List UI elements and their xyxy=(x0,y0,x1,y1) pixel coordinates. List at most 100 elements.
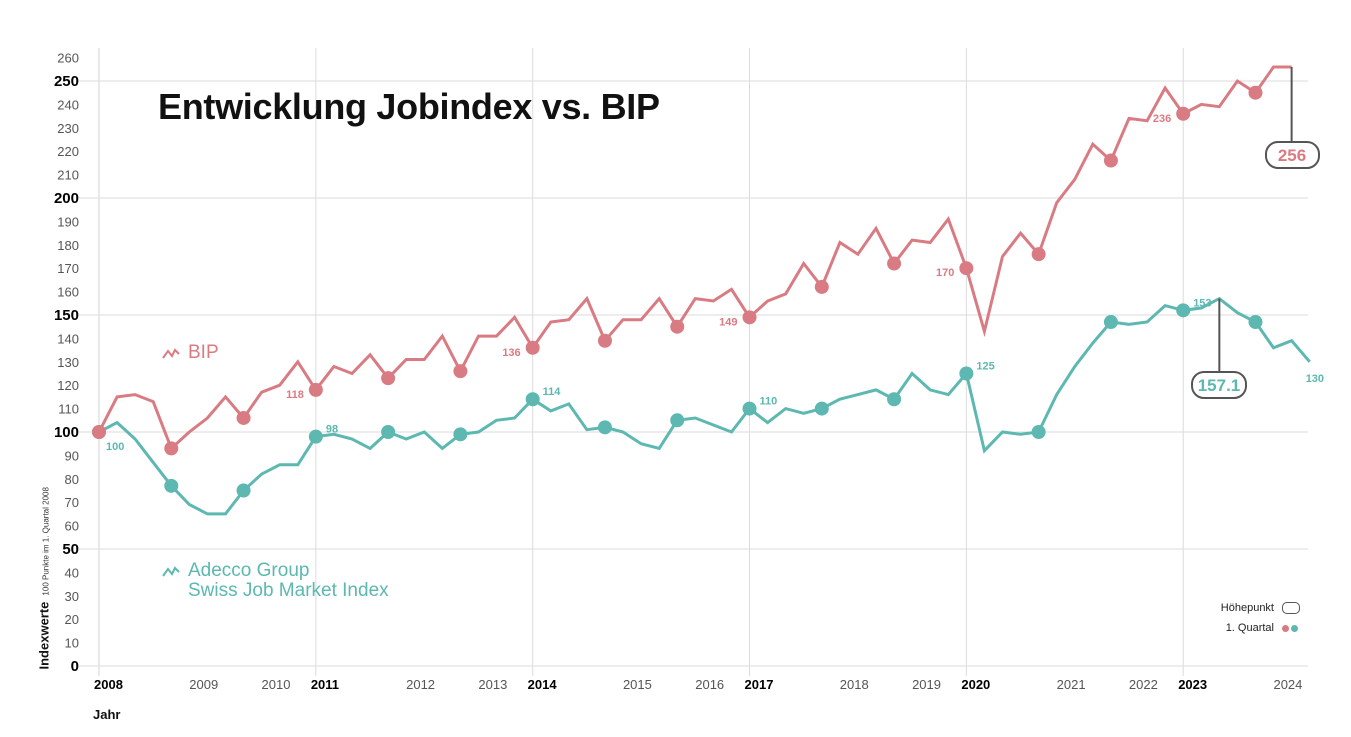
y-tick-label: 220 xyxy=(57,144,79,159)
y-tick-label: 200 xyxy=(54,190,79,207)
y-axis-label: Indexwerte 100 Punkte im 1. Quartal 2008 xyxy=(36,470,52,670)
y-tick-label: 60 xyxy=(65,519,79,534)
data-label: 114 xyxy=(543,386,562,398)
peak-callouts: 256 157.1 xyxy=(1191,66,1320,399)
y-tick-label: 250 xyxy=(54,73,79,90)
data-label: 236 xyxy=(1153,113,1171,125)
chart-title: Entwicklung Jobindex vs. BIP xyxy=(158,86,660,127)
adecco-q1-dot xyxy=(887,392,902,407)
bip-q1-dot xyxy=(381,371,396,386)
x-axis-ticks: 2008 2009 2010 2011 2012 2013 2014 2015 2016 2017… xyxy=(94,677,1302,692)
adecco-q1-dot xyxy=(236,483,251,498)
y-tick-label: 170 xyxy=(57,261,79,276)
adecco-q1-dot xyxy=(1103,315,1118,330)
bip-line xyxy=(97,65,1292,451)
bip-q1-dot xyxy=(670,319,685,334)
y-tick-label: 70 xyxy=(65,495,79,510)
x-tick-label: 2021 xyxy=(1057,677,1086,692)
legend-adecco-line1: Adecco Group xyxy=(188,560,310,581)
data-label: 130 xyxy=(1306,373,1324,385)
line-chart-icon xyxy=(162,348,180,359)
key-peak: Höhepunkt xyxy=(1180,598,1300,618)
y-tick-label: 130 xyxy=(57,355,79,370)
adecco-q1-dot xyxy=(742,401,757,416)
x-tick-label: 2014 xyxy=(528,677,558,692)
x-axis-title: Jahr xyxy=(93,707,121,722)
x-tick-label: 2017 xyxy=(745,677,774,692)
q1-dots-icon xyxy=(1282,624,1300,632)
adecco-q1-dot xyxy=(164,478,179,493)
adecco-line xyxy=(98,296,1311,516)
data-label: 125 xyxy=(976,361,994,373)
x-tick-label: 2018 xyxy=(840,677,869,692)
bip-q1-dot xyxy=(814,279,829,294)
key-q1-label: 1. Quartal xyxy=(1225,622,1274,634)
y-tick-label: 20 xyxy=(65,612,79,627)
data-labels: 10011813614917023610098114110125153130 xyxy=(106,113,1324,453)
bip-q1-dot xyxy=(164,441,179,456)
data-label: 100 xyxy=(106,441,124,453)
y-tick-label: 230 xyxy=(57,121,79,136)
x-tick-label: 2012 xyxy=(406,677,435,692)
q1-dots xyxy=(92,85,1263,498)
peak-pill xyxy=(1191,371,1247,399)
y-tick-label: 180 xyxy=(57,238,79,253)
y-tick-label: 40 xyxy=(65,565,79,580)
y-axis-title: Indexwerte xyxy=(36,601,52,670)
x-tick-label: 2024 xyxy=(1273,677,1302,692)
peak-pill xyxy=(1265,141,1320,169)
line-chart-icon xyxy=(162,566,180,577)
x-tick-label: 2023 xyxy=(1178,677,1207,692)
y-tick-label: 240 xyxy=(57,97,79,112)
adecco-q1-dot xyxy=(814,401,829,416)
bip-q1-dot xyxy=(453,364,468,379)
y-tick-label: 150 xyxy=(54,307,79,324)
bip-q1-dot xyxy=(525,340,540,355)
x-tick-label: 2011 xyxy=(311,677,339,692)
y-tick-label: 50 xyxy=(62,541,79,558)
key-q1: 1. Quartal xyxy=(1180,618,1300,638)
bip-q1-dot xyxy=(1176,106,1191,121)
y-tick-label: 140 xyxy=(57,331,79,346)
adecco-q1-dot xyxy=(381,425,396,439)
grid xyxy=(79,48,1308,676)
y-tick-label: 100 xyxy=(54,424,79,441)
bip-q1-dot xyxy=(742,310,757,325)
y-tick-label: 160 xyxy=(57,285,79,300)
adecco-q1-dot xyxy=(525,392,540,407)
bip-q1-dot xyxy=(1031,247,1046,262)
data-label: 98 xyxy=(326,424,338,436)
y-tick-label: 0 xyxy=(71,658,79,675)
data-label: 170 xyxy=(936,267,954,279)
y-tick-label: 110 xyxy=(58,402,79,417)
bip-q1-dot xyxy=(1248,85,1263,100)
peak-value: 157.1 xyxy=(1198,376,1241,395)
bip-q1-dot xyxy=(887,256,902,271)
y-tick-label: 120 xyxy=(57,378,79,393)
series-lines xyxy=(97,65,1311,516)
y-tick-label: 260 xyxy=(57,51,79,66)
data-label: 136 xyxy=(502,347,520,359)
adecco-q1-dot xyxy=(1248,315,1263,330)
y-tick-label: 190 xyxy=(57,214,79,229)
y-tick-label: 210 xyxy=(57,168,79,183)
bip-q1-dot xyxy=(308,382,323,397)
data-label: 153 xyxy=(1193,297,1211,309)
data-label: 149 xyxy=(719,316,737,328)
y-axis-note: 100 Punkte im 1. Quartal 2008 xyxy=(41,487,51,596)
legend-adecco-line2: Swiss Job Market Index xyxy=(188,580,389,601)
adecco-q1-dot xyxy=(1176,303,1191,318)
peak-value: 256 xyxy=(1278,146,1306,165)
key-peak-label: Höhepunkt xyxy=(1220,602,1274,614)
x-tick-label: 2015 xyxy=(623,677,652,692)
legend-bip-label: BIP xyxy=(188,342,219,363)
legend-adecco: Adecco Group Swiss Job Market Index xyxy=(162,561,389,601)
x-tick-label: 2008 xyxy=(94,677,123,692)
adecco-q1-dot xyxy=(597,420,612,435)
bip-q1-dot xyxy=(597,333,612,348)
adecco-q1-dot xyxy=(670,413,685,428)
data-label: 118 xyxy=(286,389,304,401)
bip-q1-dot xyxy=(92,425,106,439)
bip-q1-dot xyxy=(1103,153,1118,168)
